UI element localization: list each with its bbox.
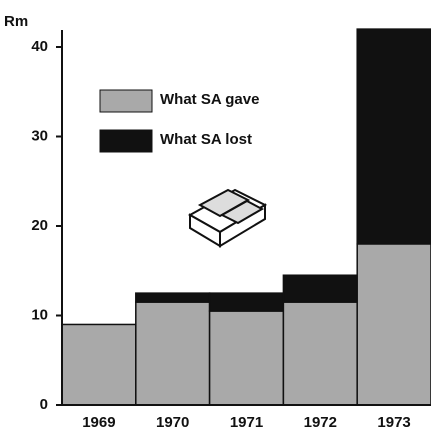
y-tick-label: 0 (40, 396, 48, 413)
bar-segment (357, 244, 431, 405)
legend-label: What SA gave (160, 91, 259, 108)
x-tick-label: 1973 (377, 414, 410, 431)
y-tick-label: 30 (31, 127, 48, 144)
x-tick-label: 1971 (230, 414, 263, 431)
bar-segment (210, 311, 284, 405)
chart: Rm 0 10 20 30 40 1969 1970 1971 1972 1973 What SA … (0, 0, 431, 439)
legend-swatch (100, 130, 152, 152)
x-tick-label: 1970 (156, 414, 189, 431)
bar-segment (136, 293, 210, 302)
x-tick-label: 1972 (304, 414, 337, 431)
y-tick-label: 40 (31, 38, 48, 55)
bar-segment (62, 324, 136, 405)
bar-segment (357, 29, 431, 244)
legend-swatch (100, 90, 152, 112)
y-tick-label: 10 (31, 306, 48, 323)
bar-segment (283, 275, 357, 302)
gold-bars-icon (190, 190, 265, 246)
x-tick-label: 1969 (82, 414, 115, 431)
y-axis-label: Rm (4, 13, 28, 30)
bar-segment (210, 293, 284, 311)
legend-label: What SA lost (160, 131, 252, 148)
y-tick-label: 20 (31, 217, 48, 234)
bar-segment (283, 302, 357, 405)
bar-segment (136, 302, 210, 405)
